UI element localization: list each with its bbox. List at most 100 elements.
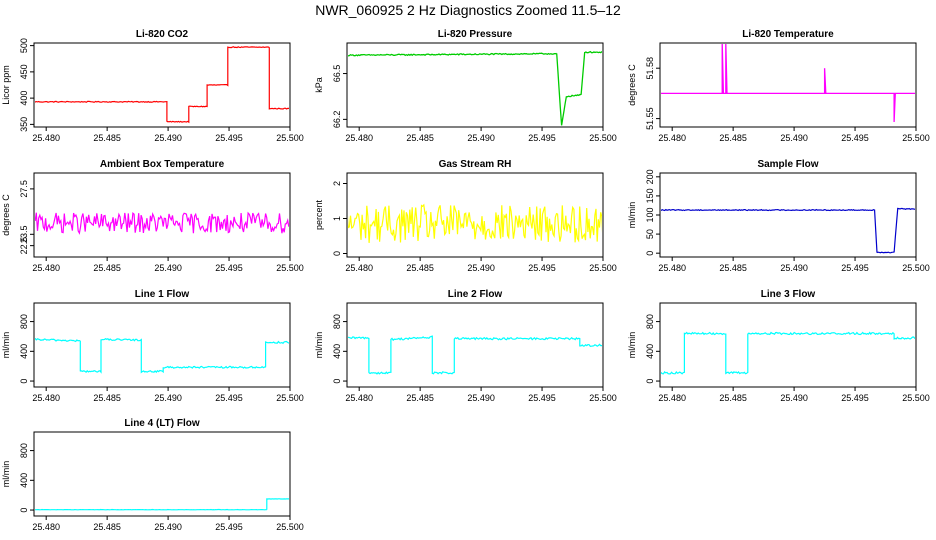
x-tick-label: 25.495	[528, 133, 556, 143]
y-tick-label: 400	[19, 91, 29, 106]
plot-frame	[33, 172, 291, 258]
x-tick-label: 25.490	[780, 393, 808, 403]
panel-6: Sample Flow 25.480 25.485 25.490 25.495 25.50…	[627, 159, 930, 273]
x-tick-label: 25.485	[406, 133, 434, 143]
x-tick-label: 25.490	[780, 133, 808, 143]
plot-frame	[346, 172, 604, 258]
x-tick-label: 25.495	[528, 393, 556, 403]
x-tick-label: 25.490	[154, 133, 182, 143]
plot-frame	[659, 172, 917, 258]
y-tick-label: 0	[19, 379, 29, 384]
x-tick-label: 25.485	[719, 393, 747, 403]
y-tick-label: 0	[645, 251, 655, 256]
y-tick-label: 150	[645, 188, 655, 203]
y-tick-label: 51.55	[645, 107, 655, 130]
x-tick-label: 25.485	[93, 133, 121, 143]
panel-title: Ambient Box Temperature	[100, 159, 225, 170]
x-tick-label: 25.480	[32, 263, 60, 273]
x-tick-label: 25.485	[93, 522, 121, 532]
x-tick-label: 25.480	[32, 133, 60, 143]
x-tick-label: 25.500	[902, 133, 930, 143]
panel-title: Line 4 (LT) Flow	[124, 418, 200, 429]
y-tick-label: 500	[19, 38, 29, 53]
plot-frame	[659, 42, 917, 128]
y-tick-label: 800	[645, 314, 655, 329]
x-tick-label: 25.480	[345, 263, 373, 273]
y-tick-label: 0	[332, 251, 342, 256]
x-tick-label: 25.500	[276, 522, 304, 532]
x-tick-label: 25.480	[658, 263, 686, 273]
y-tick-label: 400	[19, 473, 29, 488]
y-tick-label: 350	[19, 117, 29, 132]
y-axis-label: degrees C	[1, 194, 11, 236]
plot-frame	[659, 302, 917, 388]
y-tick-label: 0	[332, 379, 342, 384]
x-tick-label: 25.490	[154, 263, 182, 273]
y-axis-label: ml/min	[627, 202, 637, 229]
series-line-1	[35, 337, 289, 374]
y-tick-label: 66.5	[332, 65, 342, 83]
x-tick-label: 25.500	[276, 263, 304, 273]
plot-frame	[33, 431, 291, 517]
x-tick-label: 25.490	[780, 263, 808, 273]
panel-title: Li-820 Temperature	[742, 29, 834, 40]
x-tick-label: 25.495	[528, 263, 556, 273]
y-axis-label: degrees C	[627, 64, 637, 106]
x-tick-label: 25.480	[345, 133, 373, 143]
y-tick-label: 450	[19, 64, 29, 79]
x-tick-label: 25.495	[215, 263, 243, 273]
x-tick-label: 25.490	[467, 263, 495, 273]
panel-4: Ambient Box Temperature 25.480 25.485 25.49…	[1, 159, 304, 273]
y-tick-label: 200	[645, 169, 655, 184]
y-tick-label: 66.2	[332, 111, 342, 129]
x-tick-label: 25.500	[902, 393, 930, 403]
y-tick-label: 800	[332, 314, 342, 329]
x-tick-label: 25.500	[589, 133, 617, 143]
x-tick-label: 25.495	[841, 133, 869, 143]
y-axis-label: percent	[314, 199, 324, 230]
y-tick-label: 0	[19, 508, 29, 513]
x-tick-label: 25.480	[345, 393, 373, 403]
panel-8: Line 2 Flow 25.480 25.485 25.490 25.495 25.50…	[314, 289, 617, 403]
series-line-1	[348, 335, 602, 375]
x-tick-label: 25.485	[719, 133, 747, 143]
plot-frame	[33, 42, 291, 128]
x-tick-label: 25.490	[154, 393, 182, 403]
x-tick-label: 25.490	[467, 133, 495, 143]
y-tick-label: 100	[645, 207, 655, 222]
panel-title: Line 2 Flow	[448, 289, 503, 300]
x-tick-label: 25.490	[467, 393, 495, 403]
series-line-1	[348, 50, 602, 126]
y-axis-label: ml/min	[627, 332, 637, 359]
panel-3: Li-820 Temperature 25.480 25.485 25.490 25.4…	[627, 29, 930, 143]
x-tick-label: 25.485	[93, 393, 121, 403]
series-line-1	[661, 331, 915, 375]
plot-frame	[33, 302, 291, 388]
series-line-1	[35, 46, 289, 124]
y-axis-label: ml/min	[314, 332, 324, 359]
x-tick-label: 25.495	[841, 263, 869, 273]
y-tick-label: 400	[332, 344, 342, 359]
panel-title: Sample Flow	[757, 159, 818, 170]
panel-title: Line 3 Flow	[761, 289, 816, 300]
panel-title: Gas Stream RH	[439, 159, 512, 170]
plot-frame	[346, 302, 604, 388]
y-axis-label: ml/min	[1, 332, 11, 359]
panel-1: Li-820 CO2 25.480 25.485 25.490 25.495 25.500…	[1, 29, 304, 143]
series-line-1	[661, 207, 915, 254]
x-tick-label: 25.485	[406, 263, 434, 273]
x-tick-label: 25.500	[589, 393, 617, 403]
y-tick-label: 27.5	[19, 180, 29, 198]
y-tick-label: 400	[645, 344, 655, 359]
y-tick-label: 2	[332, 181, 342, 186]
y-tick-label: 0	[645, 379, 655, 384]
page-title: NWR_060925 2 Hz Diagnostics Zoomed 11.5–…	[315, 2, 621, 18]
y-axis-label: Licor ppm	[1, 65, 11, 105]
panel-title: Line 1 Flow	[135, 289, 190, 300]
x-tick-label: 25.500	[276, 133, 304, 143]
y-axis-label: ml/min	[1, 461, 11, 488]
x-tick-label: 25.480	[32, 393, 60, 403]
series-line-1	[35, 498, 289, 511]
x-tick-label: 25.495	[215, 522, 243, 532]
panel-title: Li-820 CO2	[136, 29, 189, 40]
